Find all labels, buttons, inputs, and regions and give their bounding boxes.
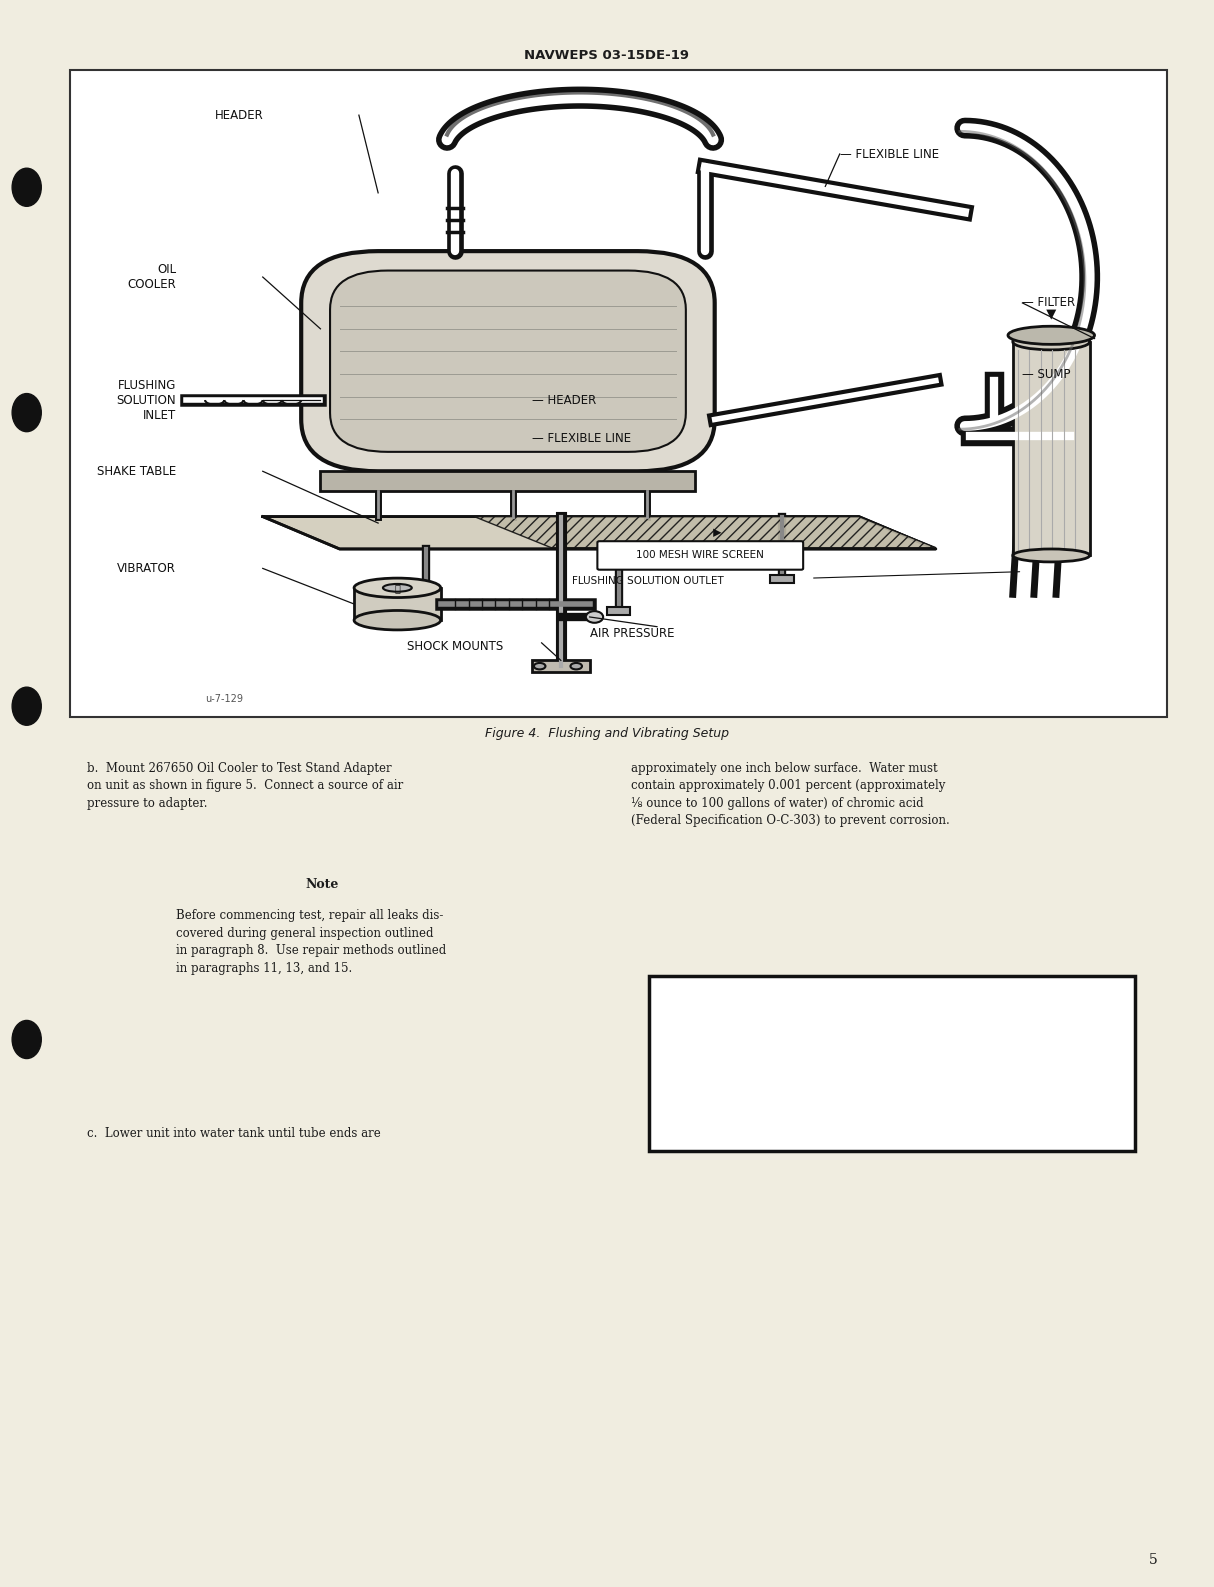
Circle shape [12, 168, 41, 206]
Ellipse shape [382, 584, 412, 592]
Ellipse shape [571, 663, 582, 670]
Text: WARNING: WARNING [844, 1016, 941, 1033]
Text: Note: Note [305, 878, 339, 890]
Ellipse shape [354, 611, 441, 630]
Polygon shape [475, 517, 936, 548]
Text: — HEADER: — HEADER [532, 394, 596, 406]
Bar [532, 660, 590, 671]
Bar [607, 608, 630, 616]
Text: ⓐ: ⓐ [395, 582, 401, 594]
Bar [1012, 341, 1090, 555]
Circle shape [12, 687, 41, 725]
Text: FLUSHING
SOLUTION
INLET: FLUSHING SOLUTION INLET [117, 379, 176, 422]
Text: To avoid skin irritation, do not allow water
containing chromic acid to remain o: To avoid skin irritation, do not allow w… [766, 1092, 1019, 1122]
Text: — FLEXIBLE LINE: — FLEXIBLE LINE [840, 148, 938, 160]
Text: — FLEXIBLE LINE: — FLEXIBLE LINE [532, 432, 631, 446]
FancyBboxPatch shape [597, 541, 804, 570]
Ellipse shape [1012, 549, 1090, 562]
Text: SHOCK MOUNTS: SHOCK MOUNTS [407, 640, 504, 652]
Ellipse shape [1008, 327, 1095, 344]
Ellipse shape [534, 663, 545, 670]
FancyBboxPatch shape [330, 270, 686, 452]
Text: u-7-129: u-7-129 [205, 695, 243, 705]
Text: Before commencing test, repair all leaks dis-
covered during general inspection : Before commencing test, repair all leaks… [176, 909, 447, 974]
Text: FLUSHING SOLUTION OUTLET: FLUSHING SOLUTION OUTLET [572, 576, 724, 586]
Text: HEADER: HEADER [215, 108, 263, 122]
Circle shape [12, 1020, 41, 1059]
FancyBboxPatch shape [301, 251, 715, 471]
Polygon shape [262, 517, 936, 549]
Ellipse shape [586, 611, 603, 622]
Text: — FILTER: — FILTER [1022, 297, 1076, 309]
Text: 100 MESH WIRE SCREEN: 100 MESH WIRE SCREEN [636, 551, 764, 560]
Text: b.  Mount 267650 Oil Cooler to Test Stand Adapter
on unit as shown in figure 5. : b. Mount 267650 Oil Cooler to Test Stand… [87, 762, 404, 809]
Text: Figure 4.  Flushing and Vibrating Setup: Figure 4. Flushing and Vibrating Setup [486, 727, 728, 740]
Text: AIR PRESSURE: AIR PRESSURE [590, 627, 674, 640]
Circle shape [12, 394, 41, 432]
Bar [354, 587, 441, 621]
Text: approximately one inch below surface.  Water must
contain approximately 0.001 pe: approximately one inch below surface. Wa… [631, 762, 951, 827]
Bar [70, 70, 1167, 717]
Ellipse shape [1012, 333, 1090, 349]
Bar [649, 976, 1135, 1151]
Bar [415, 608, 438, 616]
Text: OIL
COOLER: OIL COOLER [127, 263, 176, 290]
Text: 5: 5 [1148, 1554, 1158, 1566]
Text: c.  Lower unit into water tank until tube ends are: c. Lower unit into water tank until tube… [87, 1127, 381, 1139]
Bar [771, 574, 794, 582]
Text: NAVWEPS 03-15DE-19: NAVWEPS 03-15DE-19 [524, 49, 690, 62]
Bar [320, 471, 696, 490]
Text: VIBRATOR: VIBRATOR [118, 562, 176, 574]
Text: SHAKE TABLE: SHAKE TABLE [97, 465, 176, 478]
Text: — SUMP: — SUMP [1022, 368, 1071, 381]
Ellipse shape [354, 578, 441, 598]
